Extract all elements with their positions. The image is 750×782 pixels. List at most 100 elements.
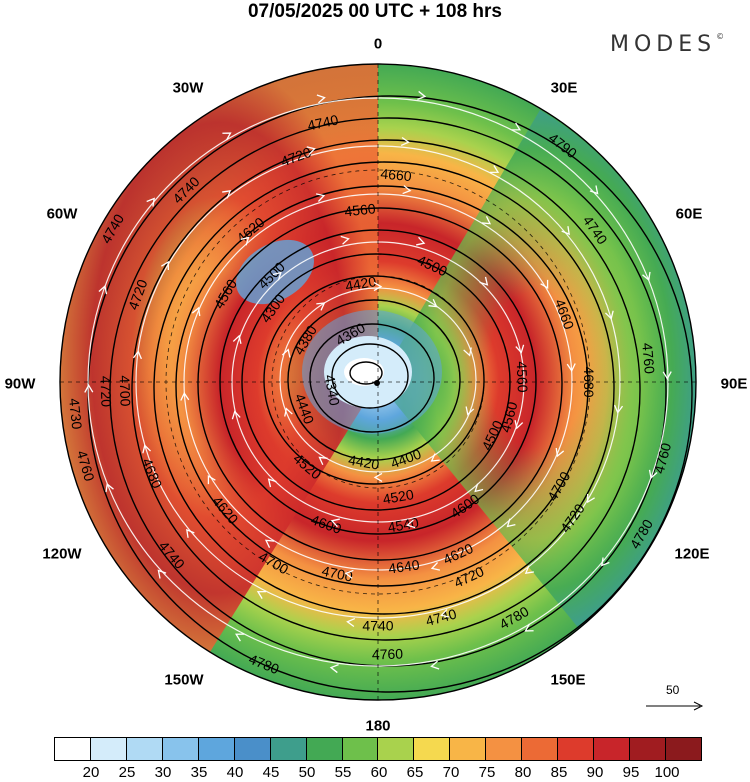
streamline-arrowhead [180,391,190,401]
reference-vector-label: 50 [666,683,680,697]
colorbar-swatch [450,738,487,760]
lon-label-90w: 90W [4,375,36,393]
streamline-arrowhead [400,136,410,147]
lon-label-150e: 150E [550,671,586,689]
streamline-arrowhead [587,493,595,504]
streamline-arrowhead [514,420,524,430]
colorbar-tick-label: 60 [370,764,388,781]
contour-label: 4560 [514,361,531,393]
lon-label-60w: 60W [46,205,78,223]
streamline-arrowhead [463,347,472,357]
streamline-arrowhead [316,302,326,311]
contour-label: 4760 [651,441,675,475]
reference-vector-arrow [646,701,704,711]
colorbar-tick-label: 95 [622,764,640,781]
streamline-arrowhead [344,569,354,579]
contour-label: 4720 [97,376,114,408]
streamline-arrowhead [186,528,195,538]
colorbar-swatch [270,738,307,760]
contour-label: 4560 [344,200,377,219]
streamline-arrowhead [330,518,340,528]
streamline-arrowhead [161,260,169,271]
streamline-arrowhead [489,165,500,173]
brand-logo: MODES© [610,32,724,57]
colorbar-swatch [486,738,523,760]
streamline-arrowhead [222,190,232,199]
colorbar-tick-label: 30 [154,764,172,781]
streamline-arrowhead [340,235,350,245]
streamline-arrowhead [315,193,326,202]
colorbar-swatch [558,738,595,760]
colorbar-swatch [162,738,199,760]
streamline-arrowhead [416,236,426,246]
contour-label: 4700 [117,375,134,407]
colorbar-tick-label: 80 [514,764,532,781]
streamline-arrowhead [481,216,492,225]
colorbar-swatch [55,738,91,760]
colorbar-ticks: 20 25 30 35 40 45 50 55 60 65 70 75 80 85 90 95 100 [54,764,702,782]
streamline-arrowhead [146,197,156,207]
streamline-arrowhead [191,306,201,317]
contour-label: 4740 [306,111,340,133]
contour-label: 4740 [362,618,393,634]
streamline-arrowhead [132,350,143,360]
streamline-arrowhead [284,407,293,417]
contour-label: 4640 [387,556,420,576]
colorbar-tick-label: 40 [226,764,244,781]
lon-label-180: 180 [365,717,391,735]
streamline-arrowhead [648,469,658,480]
colorbar-tick-label: 35 [190,764,208,781]
map-title: 07/05/2025 00 UTC + 108 hrs [247,1,503,22]
contour-label: 4420 [347,452,381,473]
contour-label: 4420 [344,273,378,294]
streamline-arrowheads [84,90,672,674]
streamline-arrowhead [506,518,516,528]
lon-label-120e: 120E [674,545,710,563]
streamline-arrowhead [256,591,267,599]
streamline-arrowhead [479,276,489,286]
streamline-arrowhead [264,539,275,548]
streamline-arrowhead [329,664,339,674]
streamline-arrowhead [105,482,114,493]
colorbar-tick-label: 55 [334,764,352,781]
streamline-arrowhead [561,226,570,236]
colorbar-swatch [630,738,666,760]
streamline-arrowhead [430,562,441,571]
streamline-arrowhead [511,122,521,131]
streamline-arrowhead [157,569,167,579]
lon-label-150w: 150W [164,671,204,689]
brand-name: MODES [610,32,717,57]
streamline-arrowhead [232,334,242,344]
colorbar-tick-label: 50 [298,764,316,781]
lon-label-30w: 30W [172,79,204,97]
streamline-arrowhead [566,363,576,373]
streamline-arrowhead [98,284,108,295]
colorbar-tick-label: 75 [478,764,496,781]
contour-label: 4560 [497,400,521,434]
colorbar-swatch [665,738,701,760]
colorbar-tick-label: 85 [550,764,568,781]
colorbar-swatch [126,738,163,760]
streamline-arrowhead [515,344,525,354]
colorbar-swatch [522,738,559,760]
streamline-arrowhead [207,474,216,485]
streamline-arrowhead [440,609,450,618]
contour-label: 4740 [424,605,458,629]
streamline-arrowhead [142,444,151,454]
streamline-arrowhead [272,271,282,281]
streamline-arrowhead [267,478,277,488]
graticule [60,64,696,700]
contour-label: 4520 [381,486,415,507]
streamline-arrowhead [346,617,356,628]
streamline-arrowhead [613,404,624,414]
lon-label-120w: 120W [42,545,82,563]
contour-label: 4660 [380,165,413,184]
east-calm-sector [378,110,696,630]
colorbar-swatch [306,738,343,760]
copyright-mark: © [716,32,725,41]
lon-label-90e: 90E [720,375,748,393]
streamline-arrowhead [373,472,383,482]
streamline-arrowhead [540,279,549,290]
streamline-arrowhead [235,633,245,642]
